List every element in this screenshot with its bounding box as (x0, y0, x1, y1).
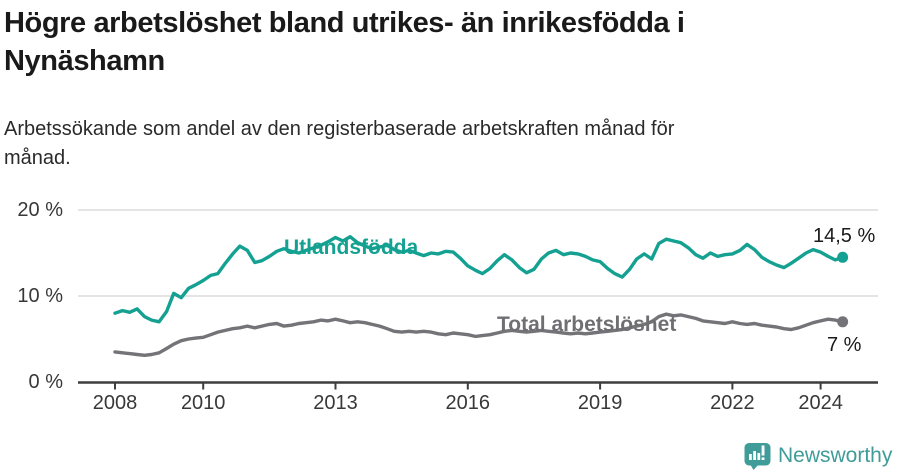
x-tick-label: 2008 (92, 392, 138, 414)
series-end-dot-total (837, 316, 849, 328)
end-value-label-total: 7 % (827, 334, 862, 356)
series-label-utlandsfodda: Utlandsfödda (284, 236, 419, 259)
x-tick-label: 2016 (445, 392, 491, 414)
chart-subtitle: Arbetssökande som andel av den registerb… (4, 115, 864, 173)
end-value-label-utlandsfodda: 14,5 % (813, 225, 876, 247)
series-end-dot-utlandsfodda (837, 251, 849, 263)
x-tick-label: 2024 (798, 392, 843, 414)
y-tick-label: 0 % (28, 371, 63, 393)
title-line-2: Nynäshamn (4, 45, 165, 77)
newsworthy-wordmark: Newsworthy (778, 444, 893, 467)
y-tick-label: 20 % (17, 199, 63, 221)
newsworthy-bar-chart-speech-bubble-icon (744, 443, 771, 470)
x-tick-label: 2022 (710, 392, 755, 414)
title-line-1: Högre arbetslöshet bland utrikes- än inr… (4, 7, 685, 39)
page-title: Högre arbetslöshet bland utrikes- än inr… (4, 4, 884, 80)
series-line-utlandsfodda (113, 235, 845, 324)
newsworthy-logo[interactable]: Newsworthy (744, 442, 892, 470)
x-tick-label: 2013 (313, 392, 358, 414)
subtitle-line-2: månad. (4, 147, 71, 169)
x-tick-label: 2019 (577, 392, 623, 414)
y-tick-label: 10 % (17, 285, 63, 307)
series-line-total (113, 312, 845, 357)
subtitle-line-1: Arbetssökande som andel av den registerb… (4, 118, 675, 140)
x-tick-label: 2010 (180, 392, 226, 414)
series-label-total-arbetsloshet: Total arbetslöshet (497, 313, 677, 336)
